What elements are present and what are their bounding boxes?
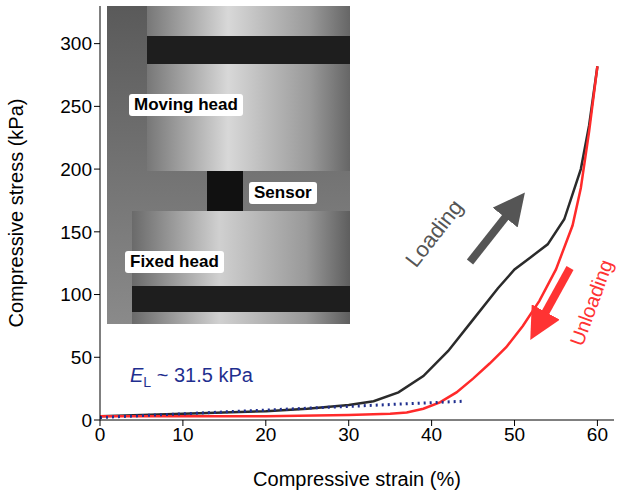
svg-text:Compressive strain (%): Compressive strain (%) (253, 468, 461, 490)
svg-text:Compressive stress (kPa): Compressive stress (kPa) (5, 99, 27, 328)
svg-text:50: 50 (71, 347, 92, 368)
html-text:Moving head: Moving head (134, 95, 238, 114)
svg-text:150: 150 (60, 222, 92, 243)
html-text:Fixed head: Fixed head (130, 252, 219, 271)
svg-text:0: 0 (81, 410, 92, 431)
html-text:EL~ 31.5 kPa: EL~ 31.5 kPa (130, 364, 253, 390)
svg-text:300: 300 (60, 33, 92, 54)
svg-text:50: 50 (504, 424, 525, 445)
svg-text:20: 20 (255, 424, 276, 445)
svg-text:0: 0 (95, 424, 106, 445)
svg-text:10: 10 (172, 424, 193, 445)
svg-text:40: 40 (421, 424, 442, 445)
svg-text:30: 30 (338, 424, 359, 445)
svg-text:Loading: Loading (400, 195, 468, 272)
svg-text:60: 60 (587, 424, 608, 445)
html-text:Sensor: Sensor (254, 183, 312, 202)
svg-text:200: 200 (60, 159, 92, 180)
svg-text:Unloading: Unloading (566, 257, 617, 349)
svg-text:250: 250 (60, 96, 92, 117)
svg-text:100: 100 (60, 284, 92, 305)
